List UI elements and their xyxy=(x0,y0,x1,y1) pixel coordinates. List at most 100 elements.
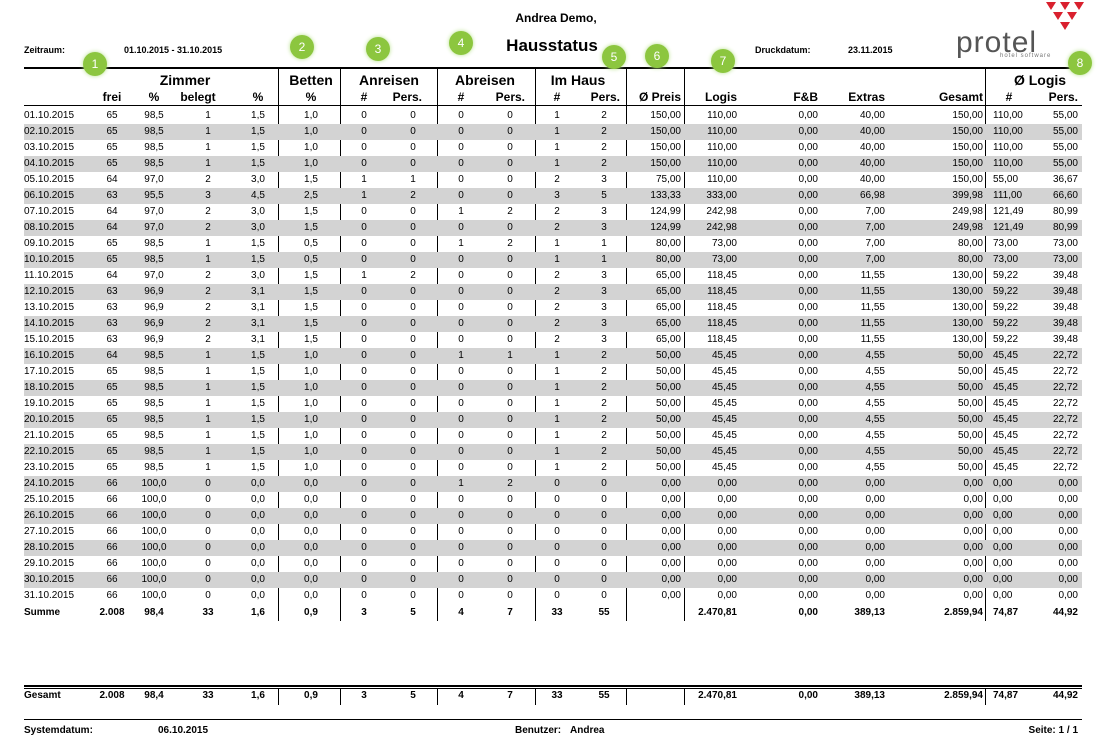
cell: 0,00 xyxy=(865,510,885,521)
cell: 0 xyxy=(410,398,416,409)
cell: 7,00 xyxy=(865,238,885,249)
row-date: 26.10.2015 xyxy=(24,510,75,521)
cell: 22,72 xyxy=(1052,398,1078,409)
cell: 0 xyxy=(458,590,464,601)
marker: 6 xyxy=(645,44,669,68)
marker: 1 xyxy=(83,52,107,76)
cell: 0 xyxy=(361,126,367,137)
cell: 65 xyxy=(106,126,118,137)
cell: 110,00 xyxy=(993,142,1023,153)
row-stripe xyxy=(24,412,1082,428)
cell: 0,00 xyxy=(798,590,818,601)
cell: 100,0 xyxy=(141,478,167,489)
cell: 1 xyxy=(554,430,560,441)
cell: 333,00 xyxy=(706,190,737,201)
cell: 2 xyxy=(205,318,211,329)
cell: 65 xyxy=(106,238,118,249)
print-date: 23.11.2015 xyxy=(848,45,893,55)
cell: 2 xyxy=(554,334,560,345)
summary-cell: 55 xyxy=(598,690,610,701)
cell: 118,45 xyxy=(707,318,737,329)
column-divider xyxy=(535,689,536,705)
cell: 66 xyxy=(106,478,118,489)
cell: 98,5 xyxy=(144,350,164,361)
cell: 80,00 xyxy=(655,254,681,265)
cell: 150,00 xyxy=(650,158,681,169)
row-date: 28.10.2015 xyxy=(24,542,75,553)
row-stripe xyxy=(24,380,1082,396)
row-stripe xyxy=(24,316,1082,332)
cell: 22,72 xyxy=(1052,414,1078,425)
cell: 65 xyxy=(106,382,118,393)
cell: 0 xyxy=(554,526,560,537)
cell: 3 xyxy=(601,222,607,233)
row-date: 20.10.2015 xyxy=(24,414,75,425)
cell: 2,5 xyxy=(304,190,318,201)
row-date: 06.10.2015 xyxy=(24,190,75,201)
cell: 2 xyxy=(205,302,211,313)
cell: 0 xyxy=(410,414,416,425)
total-rule xyxy=(24,685,1082,687)
cell: 40,00 xyxy=(859,174,885,185)
cell: 0,00 xyxy=(661,494,681,505)
cell: 45,45 xyxy=(711,350,737,361)
cell: 0 xyxy=(507,542,513,553)
summary-label: Summe xyxy=(24,607,61,618)
cell: 100,0 xyxy=(141,494,167,505)
cell: 0,0 xyxy=(251,494,265,505)
cell: 0 xyxy=(458,302,464,313)
cell: 73,00 xyxy=(993,254,1019,265)
cell: 2 xyxy=(601,366,607,377)
cell: 0 xyxy=(507,126,513,137)
cell: 98,5 xyxy=(144,382,164,393)
row-date: 02.10.2015 xyxy=(24,126,75,137)
cell: 0,00 xyxy=(865,526,885,537)
cell: 1 xyxy=(554,398,560,409)
cell: 65 xyxy=(106,158,118,169)
cell: 0 xyxy=(410,334,416,345)
summary-cell: 98,4 xyxy=(144,690,164,701)
cell: 1 xyxy=(507,350,513,361)
cell: 0 xyxy=(205,590,211,601)
row-stripe xyxy=(24,124,1082,140)
cell: 0,00 xyxy=(798,286,818,297)
cell: 249,98 xyxy=(952,206,983,217)
cell: 63 xyxy=(106,190,118,201)
cell: 45,45 xyxy=(993,446,1019,457)
cell: 98,5 xyxy=(144,462,164,473)
cell: 118,45 xyxy=(707,270,737,281)
cell: 2 xyxy=(205,270,211,281)
cell: 98,5 xyxy=(144,430,164,441)
summary-cell: 2.859,94 xyxy=(944,690,983,701)
column-header: Extras xyxy=(848,90,885,104)
cell: 0,0 xyxy=(304,526,318,537)
cell: 0 xyxy=(361,510,367,521)
cell: 0,00 xyxy=(717,494,737,505)
logo-tagline: hotel software xyxy=(1000,53,1052,59)
cell: 0 xyxy=(361,254,367,265)
cell: 1,0 xyxy=(304,142,318,153)
cell: 0,0 xyxy=(304,558,318,569)
cell: 0,00 xyxy=(661,558,681,569)
summary-cell: 389,13 xyxy=(854,690,885,701)
cell: 0,00 xyxy=(865,590,885,601)
cell: 1 xyxy=(205,238,211,249)
cell: 130,00 xyxy=(952,270,983,281)
cell: 50,00 xyxy=(957,462,983,473)
column-header: Gesamt xyxy=(938,90,983,104)
cell: 0 xyxy=(507,398,513,409)
summary-cell: 74,87 xyxy=(993,607,1019,618)
cell: 130,00 xyxy=(952,286,983,297)
cell: 0 xyxy=(458,110,464,121)
cell: 0,00 xyxy=(717,510,737,521)
column-header: # xyxy=(553,90,561,104)
column-header: Pers. xyxy=(392,90,422,104)
cell: 0 xyxy=(410,558,416,569)
cell: 0 xyxy=(361,318,367,329)
row-date: 19.10.2015 xyxy=(24,398,75,409)
cell: 0,0 xyxy=(251,526,265,537)
cell: 0,00 xyxy=(963,526,983,537)
cell: 1,5 xyxy=(251,238,265,249)
cell: 45,45 xyxy=(711,414,737,425)
cell: 2 xyxy=(507,238,513,249)
